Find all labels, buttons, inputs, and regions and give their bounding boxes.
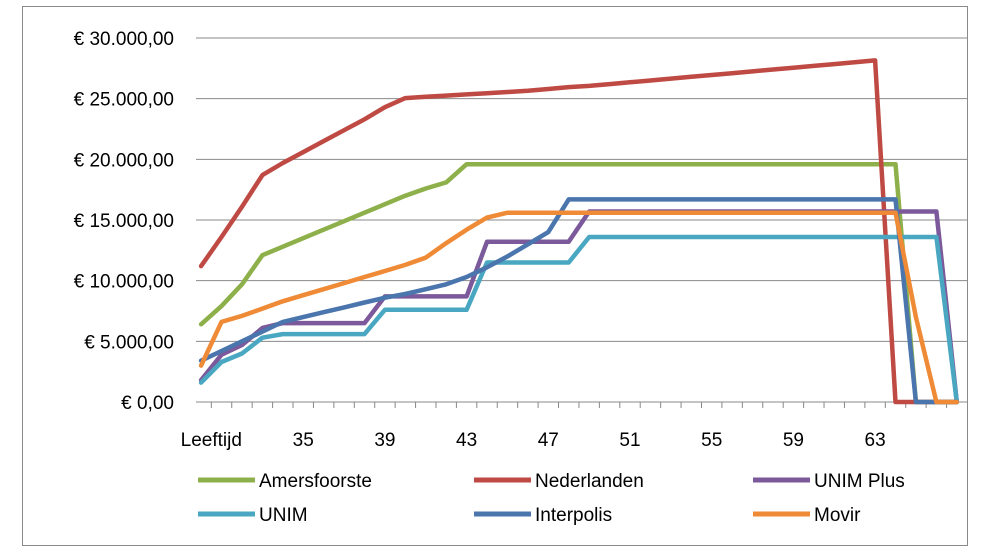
series-line-interpolis <box>198 197 960 405</box>
legend: Amersfoorste Nederlanden UNIM Plus UNIM Inte… <box>198 471 905 526</box>
x-tick-label: 47 <box>538 430 559 451</box>
y-tick-label: € 20.000,00 <box>74 150 174 171</box>
legend-label: Amersfoorste <box>259 471 372 492</box>
x-tick-label: 59 <box>783 430 804 451</box>
gridlines <box>196 37 967 403</box>
series-line-nederlanden <box>198 58 960 405</box>
x-tick-label: 43 <box>456 430 477 451</box>
y-tick-label: € 25.000,00 <box>74 90 174 111</box>
series-line-unim <box>198 234 960 405</box>
series-line-movir <box>198 210 960 405</box>
x-tick-label: 35 <box>293 430 314 451</box>
series-line-unim-plus <box>198 209 960 405</box>
y-tick-label: € 10.000,00 <box>74 272 174 293</box>
legend-label: UNIM <box>259 505 308 526</box>
y-tick-label: € 5.000,00 <box>84 332 174 353</box>
series-line-amersfoorste <box>198 161 960 405</box>
x-axis: Leeftijd 35 39 43 47 51 55 59 63 <box>181 402 948 451</box>
line-chart: € 0,00 € 5.000,00 € 10.000,00 € 15.000,00 € … <box>74 29 967 526</box>
legend-label: Movir <box>814 505 861 526</box>
legend-label: Nederlanden <box>535 471 644 492</box>
y-tick-label: € 0,00 <box>121 393 174 414</box>
x-tick-label: 39 <box>374 430 395 451</box>
legend-label: UNIM Plus <box>814 471 905 492</box>
y-tick-label: € 15.000,00 <box>74 211 174 232</box>
x-tick-label: 55 <box>701 430 722 451</box>
legend-label: Interpolis <box>535 505 612 526</box>
x-tick-label: 51 <box>619 430 640 451</box>
y-tick-label: € 30.000,00 <box>74 29 174 50</box>
x-tick-label: Leeftijd <box>181 430 242 451</box>
x-tick-label: 63 <box>865 430 886 451</box>
series-lines <box>198 58 960 405</box>
y-axis-tick-labels: € 0,00 € 5.000,00 € 10.000,00 € 15.000,00 € … <box>74 29 174 414</box>
